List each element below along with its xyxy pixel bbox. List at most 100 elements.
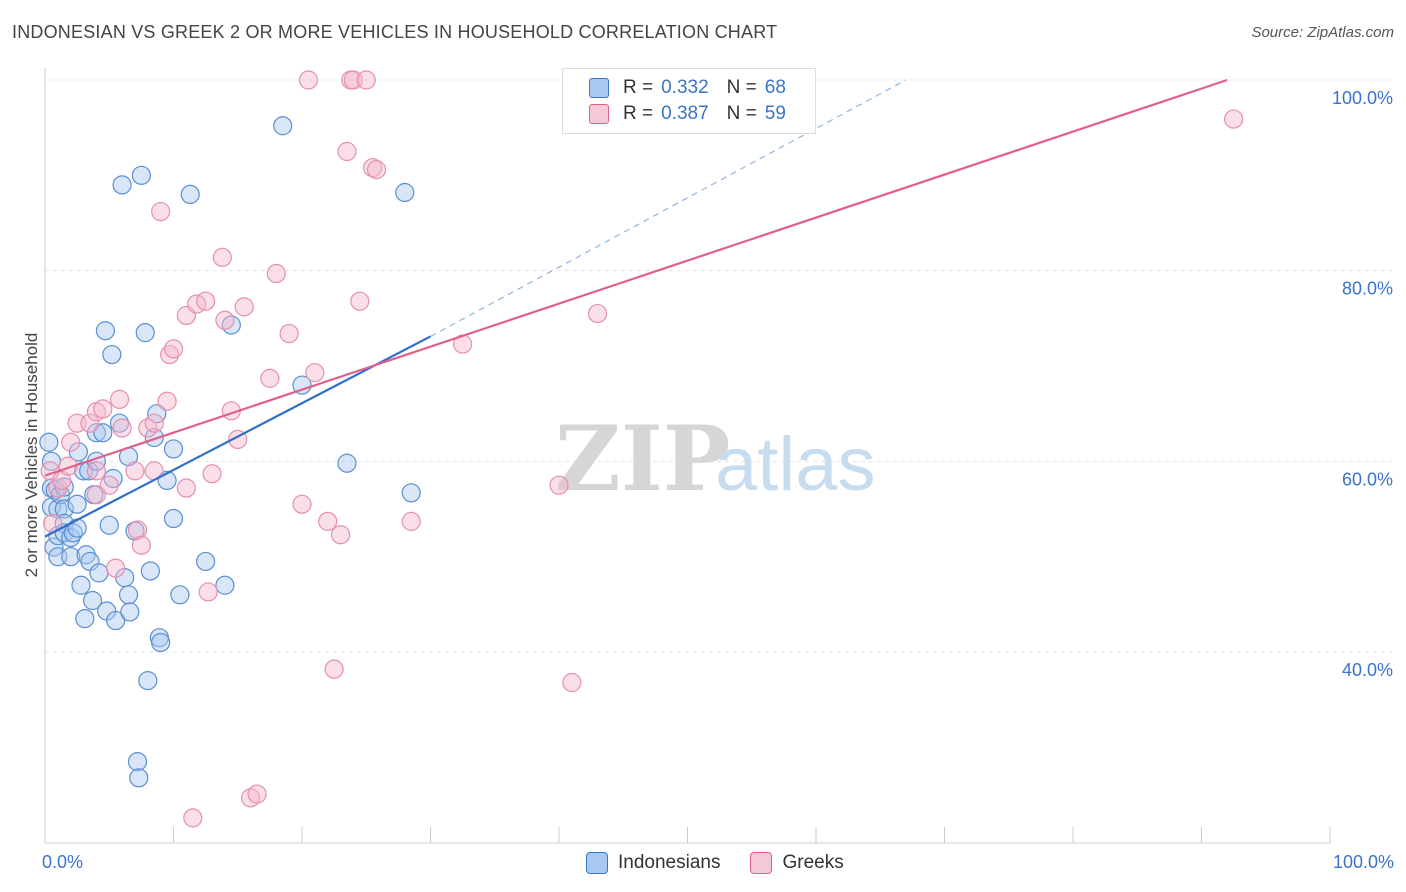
legend-label-greeks: Greeks: [782, 852, 844, 873]
point-greeks: [337, 141, 357, 162]
series-legend: Indonesians Greeks: [586, 852, 874, 874]
point-greeks: [151, 201, 171, 222]
point-indonesians: [144, 427, 164, 448]
legend-item-indonesians[interactable]: Indonesians: [586, 852, 720, 874]
point-greeks: [163, 339, 184, 359]
legend-swatch-indonesians: [586, 852, 608, 874]
point-greeks: [52, 470, 72, 490]
legend-n-value: 59: [764, 103, 786, 124]
point-indonesians: [82, 590, 103, 611]
legend-row-indonesians: R = 0.332 N = 68: [589, 77, 786, 99]
point-indonesians: [54, 499, 74, 519]
point-greeks: [58, 456, 78, 476]
point-greeks: [176, 478, 196, 498]
legend-r-value: 0.332: [661, 77, 709, 98]
point-greeks: [196, 291, 216, 311]
point-greeks: [330, 525, 351, 545]
point-indonesians: [68, 442, 89, 462]
point-greeks: [212, 247, 232, 267]
point-indonesians: [120, 602, 140, 622]
point-greeks: [234, 297, 254, 317]
legend-n-label: N =: [726, 77, 757, 98]
point-greeks: [562, 672, 582, 693]
legend-swatch-blue: [589, 78, 609, 98]
legend-n-label: N =: [726, 103, 757, 124]
point-indonesians: [140, 561, 160, 581]
correlation-legend: R = 0.332 N = 68 R = 0.387 N = 59: [562, 68, 816, 134]
trendline-extension-indonesians: [430, 79, 907, 337]
point-greeks: [109, 389, 130, 409]
point-greeks: [298, 70, 319, 90]
legend-r-label: R =: [623, 103, 654, 124]
point-greeks: [324, 659, 344, 679]
point-indonesians: [151, 632, 171, 653]
point-greeks: [127, 520, 148, 540]
point-indonesians: [95, 321, 115, 341]
y-tick-label: 60.0%: [1342, 469, 1393, 489]
point-greeks: [260, 368, 280, 388]
point-greeks: [215, 310, 235, 330]
point-greeks: [144, 413, 164, 433]
trendline-greeks: [44, 78, 1228, 477]
y-tick-label: 80.0%: [1342, 279, 1393, 299]
point-greeks: [1224, 109, 1244, 129]
point-indonesians: [163, 508, 184, 529]
point-indonesians: [102, 344, 122, 365]
point-indonesians: [395, 182, 415, 203]
point-indonesians: [196, 551, 216, 572]
legend-swatch-pink: [589, 104, 609, 124]
trendline-indonesians: [44, 335, 432, 538]
point-indonesians: [138, 670, 158, 691]
x-tick-label-min: 0.0%: [42, 852, 84, 872]
point-indonesians: [75, 609, 95, 629]
point-greeks: [125, 461, 145, 481]
point-greeks: [366, 160, 387, 180]
point-indonesians: [118, 585, 139, 605]
point-indonesians: [106, 610, 126, 631]
point-indonesians: [86, 423, 107, 443]
point-greeks: [198, 582, 218, 602]
point-greeks: [112, 418, 132, 438]
point-indonesians: [127, 752, 148, 772]
point-greeks: [157, 391, 177, 411]
point-indonesians: [93, 423, 113, 443]
point-greeks: [247, 784, 267, 804]
point-greeks: [80, 413, 100, 433]
watermark-zip: ZIP: [555, 406, 730, 512]
point-greeks: [401, 511, 421, 531]
legend-n-value: 68: [764, 77, 786, 98]
point-indonesians: [112, 175, 132, 195]
point-indonesians: [170, 585, 190, 605]
point-greeks: [99, 475, 119, 495]
point-indonesians: [215, 575, 235, 595]
point-greeks: [318, 511, 338, 531]
point-greeks: [106, 558, 126, 578]
point-indonesians: [71, 575, 91, 595]
legend-row-greeks: R = 0.387 N = 59: [589, 103, 786, 125]
y-tick-label: 100.0%: [1332, 88, 1393, 108]
point-greeks: [587, 303, 608, 324]
legend-r-label: R =: [623, 77, 654, 98]
legend-r-value: 0.387: [661, 103, 709, 124]
point-indonesians: [61, 547, 81, 567]
point-indonesians: [273, 116, 293, 136]
point-indonesians: [99, 515, 119, 535]
point-greeks: [292, 494, 312, 514]
point-greeks: [86, 461, 107, 481]
watermark-atlas: atlas: [715, 422, 876, 507]
point-greeks: [279, 323, 299, 344]
point-greeks: [183, 808, 203, 828]
point-indonesians: [131, 165, 151, 185]
chart-title: INDONESIAN VS GREEK 2 OR MORE VEHICLES I…: [12, 22, 778, 42]
point-greeks: [86, 485, 107, 505]
point-indonesians: [135, 323, 155, 343]
point-greeks: [549, 475, 569, 495]
point-indonesians: [89, 563, 109, 583]
point-greeks: [266, 263, 286, 284]
source-label: Source: ZipAtlas.com: [1251, 24, 1394, 41]
point-indonesians: [48, 499, 68, 519]
point-greeks: [93, 399, 113, 419]
legend-item-greeks[interactable]: Greeks: [750, 852, 844, 874]
y-tick-label: 40.0%: [1342, 660, 1393, 680]
point-indonesians: [401, 483, 421, 503]
